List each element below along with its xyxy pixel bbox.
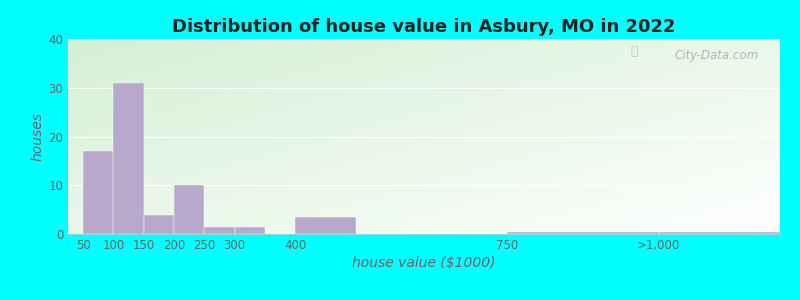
Bar bbox=[659, 232, 780, 234]
Bar bbox=[114, 83, 144, 234]
Bar bbox=[507, 232, 659, 234]
X-axis label: house value ($1000): house value ($1000) bbox=[352, 256, 496, 270]
Bar bbox=[234, 227, 265, 234]
Bar bbox=[174, 185, 204, 234]
Bar bbox=[83, 151, 114, 234]
Bar bbox=[144, 214, 174, 234]
Y-axis label: houses: houses bbox=[30, 112, 44, 161]
Text: 🔍: 🔍 bbox=[630, 45, 638, 58]
Bar bbox=[295, 217, 356, 234]
Text: City-Data.com: City-Data.com bbox=[674, 49, 758, 62]
Bar bbox=[204, 227, 234, 234]
Title: Distribution of house value in Asbury, MO in 2022: Distribution of house value in Asbury, M… bbox=[172, 18, 676, 36]
